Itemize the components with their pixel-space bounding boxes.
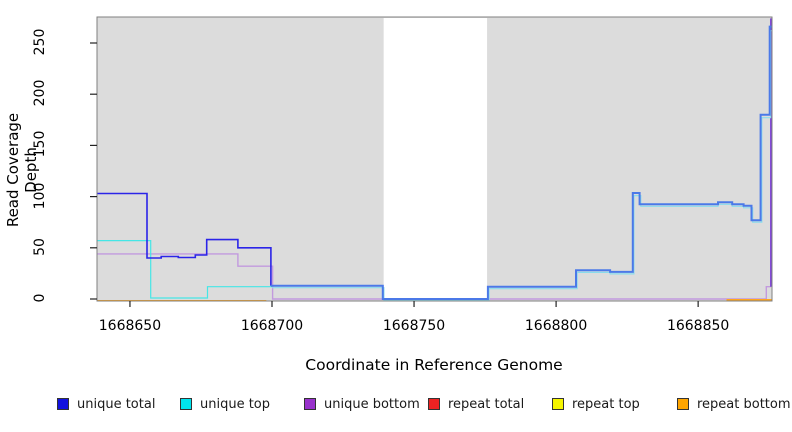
legend-label: repeat total xyxy=(448,396,525,412)
legend-swatch-icon xyxy=(180,398,192,410)
x-tick-label: 1668750 xyxy=(382,318,446,334)
x-tick-label: 1668850 xyxy=(666,318,730,334)
y-tick-label: 250 xyxy=(32,28,48,56)
series-unique-top xyxy=(97,240,272,299)
legend-label: unique bottom xyxy=(324,396,420,412)
y-tick-label: 150 xyxy=(32,131,48,158)
panel-border xyxy=(96,16,773,302)
legend-label: unique top xyxy=(200,396,271,412)
x-tick-label: 1668800 xyxy=(524,318,588,334)
y-tick-label: 0 xyxy=(32,293,48,303)
legend-swatch-icon xyxy=(552,398,564,410)
x-tick-label: 1668700 xyxy=(240,318,304,334)
legend-swatch-icon xyxy=(677,398,689,410)
legend-swatch-icon xyxy=(304,398,316,410)
legend-item: unique top xyxy=(180,396,270,412)
legend-swatch-icon xyxy=(57,398,69,410)
legend-swatch-icon xyxy=(428,398,440,410)
y-tick-label: 200 xyxy=(32,79,48,107)
legend-label: repeat top xyxy=(572,396,640,412)
legend-item: unique total xyxy=(57,396,155,412)
masked-region xyxy=(383,18,488,301)
legend-item: unique bottom xyxy=(304,396,420,412)
legend-item: repeat top xyxy=(552,396,640,412)
legend-label: unique total xyxy=(77,396,156,412)
series-unique-total xyxy=(97,192,272,286)
legend-item: repeat bottom xyxy=(677,396,791,412)
legend-label: repeat bottom xyxy=(697,396,791,412)
legend-item: repeat total xyxy=(428,396,524,412)
chart-legend: unique total unique top unique bottom repea… xyxy=(0,396,792,416)
series-unique-total-right xyxy=(270,25,772,300)
y-tick-label: 100 xyxy=(32,182,48,209)
series-unique-bottom xyxy=(97,253,771,300)
x-axis-label: Coordinate in Reference Genome xyxy=(305,356,563,374)
x-tick-label: 1668650 xyxy=(98,318,162,334)
series-unique-top-right xyxy=(272,30,772,301)
